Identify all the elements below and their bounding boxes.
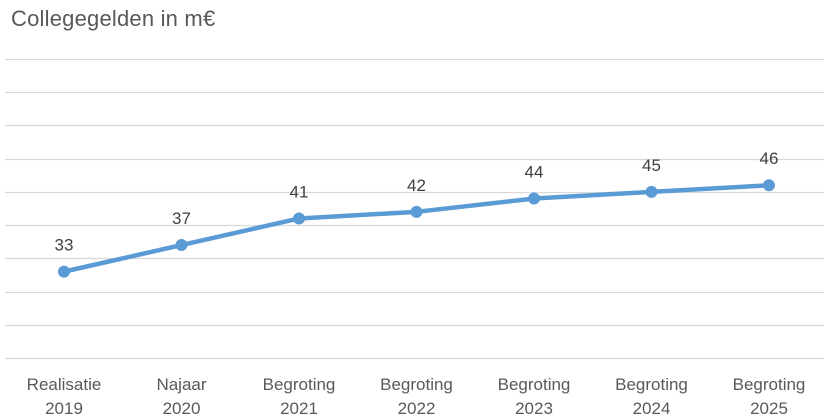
x-tick-label-line: 2025 bbox=[750, 399, 788, 418]
data-label: 44 bbox=[525, 163, 544, 182]
gridlines bbox=[5, 58, 824, 360]
data-point bbox=[645, 185, 658, 198]
data-label: 33 bbox=[55, 236, 74, 255]
x-tick-label-line: 2023 bbox=[515, 399, 553, 418]
x-tick-label-line: Begroting bbox=[498, 375, 571, 394]
data-label: 37 bbox=[172, 209, 191, 228]
data-labels: 33 37 41 42 44 45 46 bbox=[55, 149, 779, 254]
x-tick-label-line: Begroting bbox=[263, 375, 336, 394]
x-tick-label: Najaar 2020 bbox=[156, 375, 206, 418]
data-point bbox=[763, 179, 775, 192]
x-tick-label-line: 2022 bbox=[398, 399, 436, 418]
data-label: 41 bbox=[290, 182, 309, 201]
x-tick-label-line: 2020 bbox=[163, 399, 201, 418]
x-tick-label: Begroting 2021 bbox=[263, 375, 336, 418]
x-tick-label-line: Begroting bbox=[733, 375, 806, 394]
x-tick-label-line: Najaar bbox=[156, 375, 206, 394]
data-point bbox=[58, 265, 70, 278]
data-point bbox=[410, 205, 423, 218]
x-tick-label: Begroting 2025 bbox=[733, 375, 806, 418]
data-point bbox=[175, 239, 188, 252]
chart-title: Collegegelden in m€ bbox=[11, 6, 216, 31]
x-tick-label: Begroting 2023 bbox=[498, 375, 571, 418]
x-tick-label: Begroting 2024 bbox=[615, 375, 688, 418]
x-tick-label: Realisatie 2019 bbox=[27, 375, 102, 418]
data-label: 46 bbox=[760, 149, 779, 168]
x-tick-label-line: 2019 bbox=[45, 399, 83, 418]
x-tick-label-line: 2024 bbox=[633, 399, 671, 418]
data-point bbox=[293, 212, 305, 225]
x-tick-label-line: Realisatie bbox=[27, 375, 102, 394]
x-tick-label-line: Begroting bbox=[615, 375, 688, 394]
x-tick-label: Begroting 2022 bbox=[380, 375, 453, 418]
data-label: 42 bbox=[407, 176, 426, 195]
data-point bbox=[528, 192, 540, 205]
markers bbox=[58, 179, 775, 278]
x-tick-label-line: Begroting bbox=[380, 375, 453, 394]
x-tick-label-line: 2021 bbox=[280, 399, 318, 418]
data-label: 45 bbox=[642, 156, 661, 175]
